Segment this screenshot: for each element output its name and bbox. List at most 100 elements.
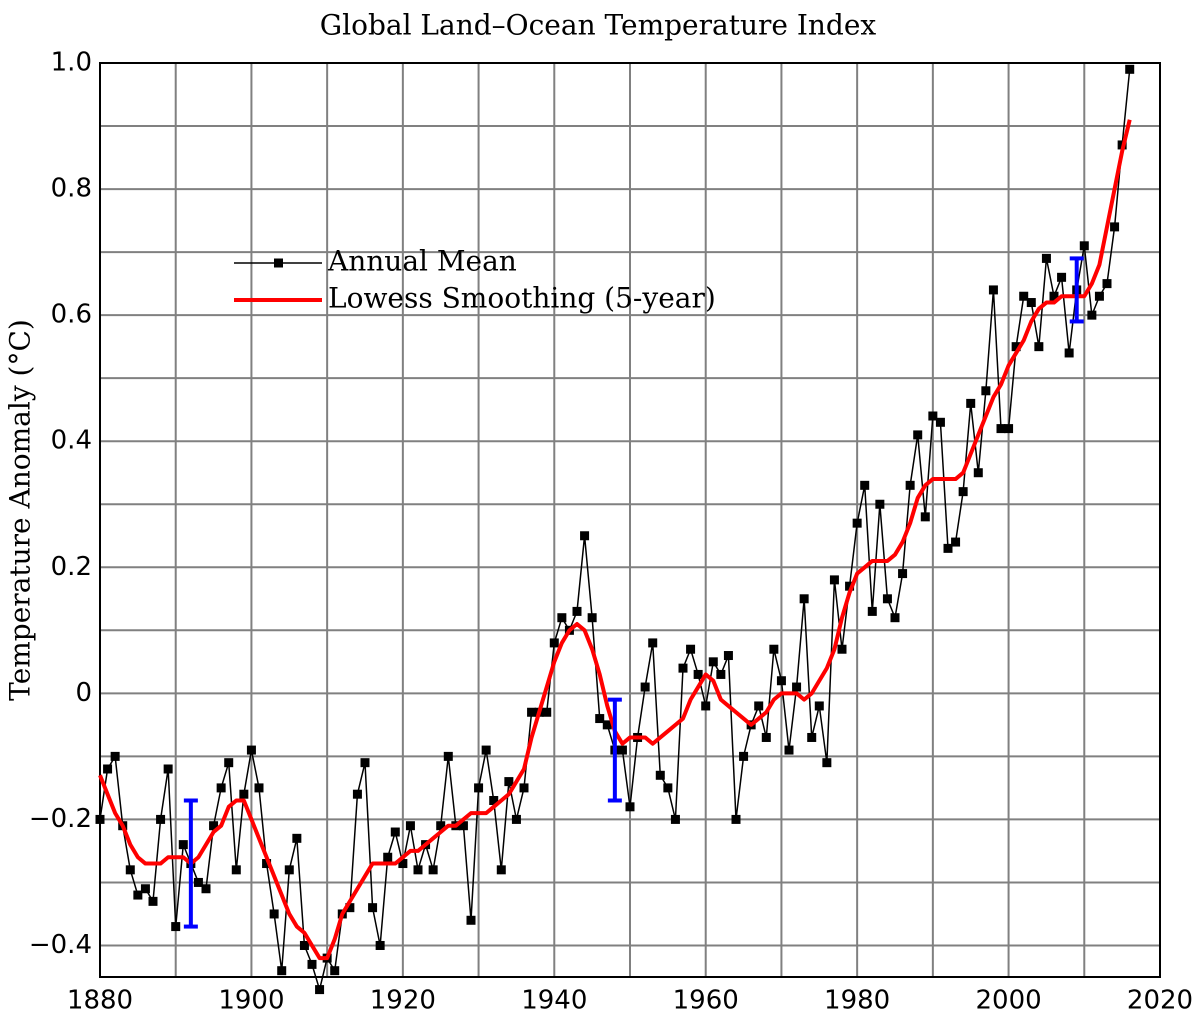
- data-point: [542, 707, 552, 717]
- data-point: [996, 424, 1006, 434]
- data-point: [761, 732, 771, 742]
- data-point: [1079, 241, 1089, 251]
- data-point: [231, 865, 241, 875]
- data-point: [602, 720, 612, 730]
- data-point: [792, 682, 802, 692]
- data-point: [731, 814, 741, 824]
- data-point: [549, 638, 559, 648]
- data-point: [852, 518, 862, 528]
- data-point: [890, 613, 900, 623]
- data-point: [330, 966, 340, 976]
- y-tick-label: 1.0: [51, 48, 92, 78]
- data-point: [216, 783, 226, 793]
- data-point: [708, 657, 718, 667]
- data-point: [458, 821, 468, 831]
- data-point: [693, 669, 703, 679]
- data-point: [383, 852, 393, 862]
- data-point: [110, 751, 120, 761]
- data-point: [920, 512, 930, 522]
- data-point: [1049, 291, 1059, 301]
- data-point: [860, 480, 870, 490]
- data-point: [988, 285, 998, 295]
- data-point: [360, 758, 370, 768]
- data-point: [875, 499, 885, 509]
- data-point: [103, 764, 113, 774]
- data-point: [307, 959, 317, 969]
- data-point: [701, 701, 711, 711]
- data-point: [1041, 253, 1051, 263]
- data-point: [670, 814, 680, 824]
- data-point: [1034, 342, 1044, 352]
- data-point: [648, 638, 658, 648]
- data-point: [981, 386, 991, 396]
- data-point: [814, 701, 824, 711]
- x-tick-label: 2000: [975, 986, 1041, 1016]
- data-point: [867, 606, 877, 616]
- data-point: [352, 789, 362, 799]
- data-point: [1102, 279, 1112, 289]
- data-point: [299, 940, 309, 950]
- data-point: [527, 707, 537, 717]
- data-point: [1094, 291, 1104, 301]
- data-point: [375, 940, 385, 950]
- data-point: [277, 966, 287, 976]
- data-point: [466, 915, 476, 925]
- data-point: [1125, 64, 1135, 74]
- data-point: [95, 814, 105, 824]
- data-point: [557, 613, 567, 623]
- data-point: [799, 594, 809, 604]
- data-point: [882, 594, 892, 604]
- y-tick-label: 0.4: [51, 426, 92, 456]
- x-tick-label: 1880: [67, 986, 133, 1016]
- data-point: [1087, 310, 1097, 320]
- data-point: [1026, 298, 1036, 308]
- data-point: [784, 745, 794, 755]
- data-point: [254, 783, 264, 793]
- y-tick-label: 0.2: [51, 552, 92, 582]
- data-point: [845, 581, 855, 591]
- data-point: [617, 745, 627, 755]
- error-bar: [607, 697, 622, 803]
- data-point: [443, 751, 453, 761]
- plot-frame: [99, 62, 1161, 978]
- data-point: [678, 663, 688, 673]
- y-axis-label: Temperature Anomaly (°C): [4, 319, 37, 701]
- data-point: [315, 985, 325, 995]
- data-point: [398, 859, 408, 869]
- legend-label: Annual Mean: [327, 245, 517, 278]
- error-bar: [1069, 256, 1084, 324]
- data-point: [739, 751, 749, 761]
- data-point: [292, 833, 302, 843]
- data-point: [284, 865, 294, 875]
- data-point: [193, 877, 203, 887]
- data-point: [345, 903, 355, 913]
- data-point: [723, 651, 733, 661]
- data-point: [951, 537, 961, 547]
- data-point: [171, 922, 181, 932]
- data-point: [133, 890, 143, 900]
- data-point: [140, 884, 150, 894]
- x-tick-label: 1980: [824, 986, 890, 1016]
- data-point: [587, 613, 597, 623]
- data-point: [504, 777, 514, 787]
- data-point: [405, 821, 415, 831]
- data-point: [246, 745, 256, 755]
- series-line: [98, 119, 1132, 961]
- data-point: [572, 606, 582, 616]
- data-point: [769, 644, 779, 654]
- data-point: [239, 789, 249, 799]
- data-point: [224, 758, 234, 768]
- legend-marker: [274, 258, 283, 268]
- y-tick-label: 0: [75, 678, 92, 708]
- x-tick-label: 2020: [1127, 986, 1193, 1016]
- data-point: [943, 543, 953, 553]
- data-point: [822, 758, 832, 768]
- error-bar: [183, 798, 198, 929]
- data-point: [716, 669, 726, 679]
- data-point: [125, 865, 135, 875]
- data-point: [837, 644, 847, 654]
- data-point: [390, 827, 400, 837]
- x-tick-label: 1920: [370, 986, 436, 1016]
- data-point: [829, 575, 839, 585]
